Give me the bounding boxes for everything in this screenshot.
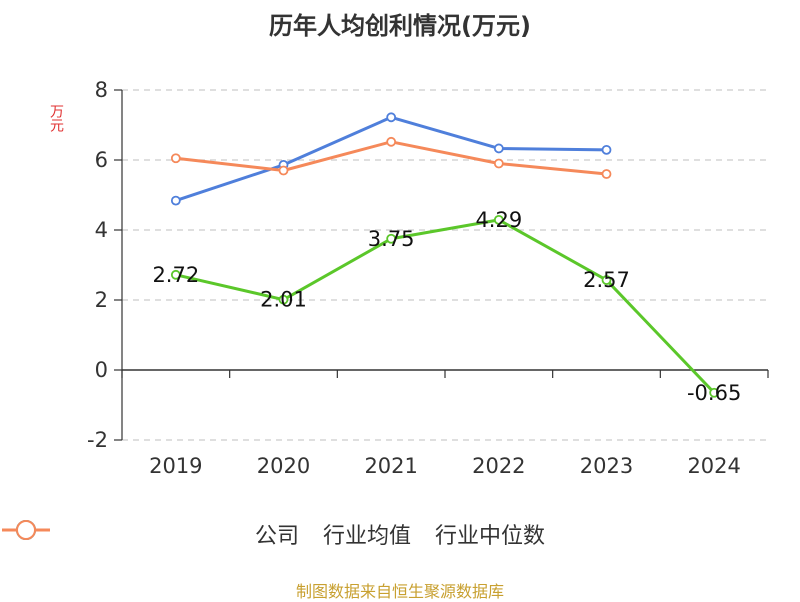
data-point [278, 294, 289, 305]
data-point [709, 387, 720, 398]
data-point [386, 233, 397, 244]
chart-legend: 公司 行业均值 行业中位数 [0, 518, 800, 550]
legend-item[interactable]: 公司 [2, 518, 299, 550]
data-point [386, 112, 397, 123]
data-point [601, 275, 612, 285]
legend-label: 行业中位数 [435, 524, 546, 549]
y-tick-label: 8 [95, 78, 108, 102]
data-point [493, 158, 504, 169]
legend-item[interactable]: 行业中位数 [2, 518, 546, 550]
x-tick-label: 2020 [257, 454, 310, 478]
chart-title: 历年人均创利情况(万元) [269, 12, 531, 40]
data-point [386, 136, 397, 147]
data-label: 3.75 [368, 227, 415, 251]
x-tick-label: 2021 [364, 454, 417, 478]
data-label: 2.72 [152, 263, 199, 287]
y-axis-unit-label: 万元 [48, 104, 64, 132]
data-point [601, 144, 612, 155]
x-tick-label: 2019 [149, 454, 202, 478]
legend-label: 行业均值 [322, 524, 411, 549]
data-point [170, 195, 181, 206]
data-point [170, 269, 181, 280]
y-tick-label: 6 [95, 148, 108, 172]
data-label: 2.57 [583, 268, 630, 292]
x-tick-label: 2022 [472, 454, 525, 478]
y-tick-label: 0 [95, 358, 108, 382]
x-tick-label: 2024 [687, 454, 740, 478]
legend-label: 公司 [254, 524, 299, 549]
series-line-0 [175, 218, 716, 394]
legend-item[interactable]: 行业均值 [2, 518, 411, 550]
data-label: 4.29 [475, 208, 522, 232]
legend-swatch [2, 520, 50, 540]
data-label: -0.65 [687, 381, 741, 405]
data-point [278, 165, 289, 176]
data-source-footer: 制图数据来自恒生聚源数据库 [295, 582, 504, 601]
y-tick-label: -2 [87, 428, 108, 452]
y-tick-label: 4 [95, 218, 108, 242]
series-line-1 [175, 115, 607, 203]
y-tick-label: 2 [95, 288, 108, 312]
data-point [493, 143, 504, 154]
data-point [493, 214, 504, 225]
data-label: 2.01 [260, 288, 307, 312]
data-point [170, 153, 181, 164]
line-chart: 8 6 4 2 0 -2 2019 2020 2021 2022 2023 2024 2.72 2.01 3… [87, 78, 769, 478]
x-tick-label: 2023 [580, 454, 633, 478]
data-point [601, 169, 612, 179]
